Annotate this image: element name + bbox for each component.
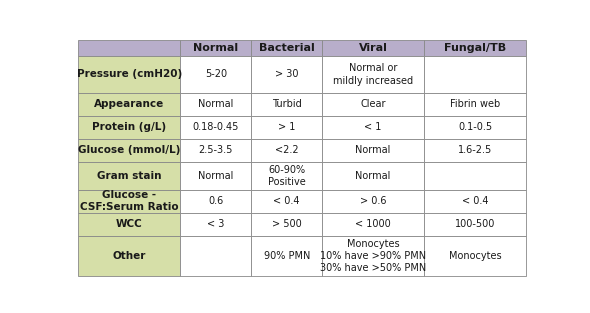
Text: < 0.4: < 0.4: [273, 196, 300, 206]
Bar: [424, 56, 526, 93]
Text: Normal: Normal: [356, 171, 391, 181]
Bar: [424, 162, 526, 190]
Bar: [251, 40, 322, 56]
Bar: [251, 93, 322, 115]
Text: Gram stain: Gram stain: [97, 171, 162, 181]
Bar: [322, 162, 424, 190]
Bar: [424, 139, 526, 162]
Text: < 0.4: < 0.4: [462, 196, 489, 206]
Bar: [251, 139, 322, 162]
Bar: [78, 162, 181, 190]
Text: Protein (g/L): Protein (g/L): [93, 122, 166, 132]
Bar: [251, 56, 322, 93]
Bar: [322, 56, 424, 93]
Bar: [78, 115, 181, 139]
Text: <2.2: <2.2: [275, 145, 299, 155]
Bar: [78, 213, 181, 236]
Text: 2.5-3.5: 2.5-3.5: [199, 145, 233, 155]
Text: 1.6-2.5: 1.6-2.5: [458, 145, 493, 155]
Bar: [251, 190, 322, 213]
Bar: [424, 213, 526, 236]
Bar: [322, 190, 424, 213]
Text: Normal: Normal: [356, 145, 391, 155]
Text: WCC: WCC: [116, 219, 143, 229]
Bar: [322, 213, 424, 236]
Bar: [181, 93, 251, 115]
Bar: [424, 115, 526, 139]
Text: 5-20: 5-20: [205, 69, 227, 80]
Bar: [181, 40, 251, 56]
Text: Normal: Normal: [194, 43, 238, 53]
Text: < 3: < 3: [207, 219, 225, 229]
Text: > 500: > 500: [272, 219, 301, 229]
Bar: [424, 40, 526, 56]
Bar: [181, 56, 251, 93]
Text: 0.1-0.5: 0.1-0.5: [458, 122, 493, 132]
Bar: [181, 190, 251, 213]
Text: Glucose (mmol/L): Glucose (mmol/L): [78, 145, 181, 155]
Text: Normal or
mildly increased: Normal or mildly increased: [333, 63, 413, 86]
Bar: [251, 162, 322, 190]
Text: < 1: < 1: [365, 122, 382, 132]
Bar: [424, 236, 526, 276]
Text: > 30: > 30: [275, 69, 299, 80]
Text: Normal: Normal: [198, 99, 234, 109]
Text: Glucose -
CSF:Serum Ratio: Glucose - CSF:Serum Ratio: [80, 190, 179, 213]
Text: > 0.6: > 0.6: [360, 196, 386, 206]
Text: Other: Other: [113, 251, 146, 261]
Text: Monocytes: Monocytes: [449, 251, 502, 261]
Bar: [181, 115, 251, 139]
Text: Turbid: Turbid: [272, 99, 301, 109]
Text: Clear: Clear: [360, 99, 386, 109]
Text: Bacterial: Bacterial: [259, 43, 314, 53]
Bar: [322, 115, 424, 139]
Bar: [322, 139, 424, 162]
Text: Appearance: Appearance: [94, 99, 165, 109]
Text: Fibrin web: Fibrin web: [450, 99, 500, 109]
Bar: [181, 236, 251, 276]
Bar: [424, 93, 526, 115]
Bar: [78, 236, 181, 276]
Bar: [251, 115, 322, 139]
Text: 0.6: 0.6: [208, 196, 224, 206]
Text: 100-500: 100-500: [455, 219, 496, 229]
Text: 60-90%
Positive: 60-90% Positive: [268, 165, 306, 187]
Text: Viral: Viral: [359, 43, 388, 53]
Bar: [424, 190, 526, 213]
Bar: [322, 40, 424, 56]
Bar: [78, 56, 181, 93]
Text: 0.18-0.45: 0.18-0.45: [193, 122, 239, 132]
Text: Fungal/TB: Fungal/TB: [444, 43, 506, 53]
Bar: [322, 236, 424, 276]
Bar: [78, 93, 181, 115]
Bar: [251, 236, 322, 276]
Text: Pressure (cmH20): Pressure (cmH20): [77, 69, 182, 80]
Text: 90% PMN: 90% PMN: [264, 251, 310, 261]
Bar: [181, 213, 251, 236]
Text: > 1: > 1: [278, 122, 296, 132]
Bar: [322, 93, 424, 115]
Bar: [181, 139, 251, 162]
Bar: [78, 190, 181, 213]
Bar: [251, 213, 322, 236]
Bar: [181, 162, 251, 190]
Text: < 1000: < 1000: [355, 219, 391, 229]
Text: Normal: Normal: [198, 171, 234, 181]
Bar: [78, 40, 181, 56]
Text: Monocytes
10% have >90% PMN
30% have >50% PMN: Monocytes 10% have >90% PMN 30% have >50…: [320, 239, 427, 273]
Bar: [78, 139, 181, 162]
